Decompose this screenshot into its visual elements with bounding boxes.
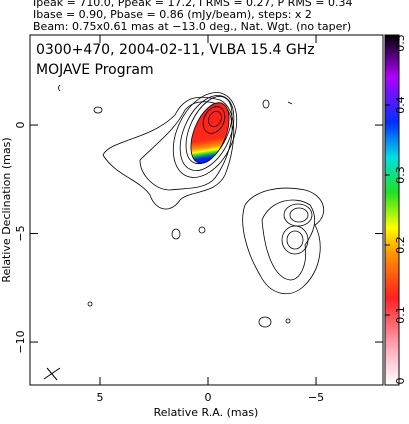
header-line: Ibase = 0.90, Pbase = 0.86 (mJy/beam), s… (33, 8, 312, 21)
x-tick-label: −5 (308, 391, 324, 404)
x-axis-label: Relative R.A. (mas) (154, 406, 259, 419)
colorbar-tick-label: 0.2 (394, 236, 407, 254)
colorbar-tick-label: 0.1 (394, 306, 407, 324)
plot-frame (29, 34, 384, 386)
colorbar-tick-label: 0.5 (394, 34, 407, 52)
colorbar-tick-label: 0.4 (394, 96, 407, 114)
chart-subtitle: MOJAVE Program (36, 62, 154, 78)
y-tick-label: 0 (14, 122, 27, 129)
y-tick-label: −10 (14, 330, 27, 353)
chart-title: 0300+470, 2004-02-11, VLBA 15.4 GHz (36, 42, 315, 58)
colorbar (384, 34, 400, 386)
colorbar-tick-label: 0 (394, 378, 407, 385)
y-tick-label: −5 (14, 225, 27, 241)
y-axis-label: Relative Declination (mas) (0, 137, 13, 282)
x-tick-label: 5 (96, 391, 103, 404)
x-tick-label: 0 (205, 391, 212, 404)
contours (43, 84, 325, 381)
header-line: Ipeak = 710.0, Ppeak = 17.2, I RMS = 0.2… (33, 0, 353, 9)
header-line: Beam: 0.75x0.61 mas at −13.0 deg., Nat. … (33, 20, 351, 33)
colorbar-tick-label: 0.3 (394, 166, 407, 184)
